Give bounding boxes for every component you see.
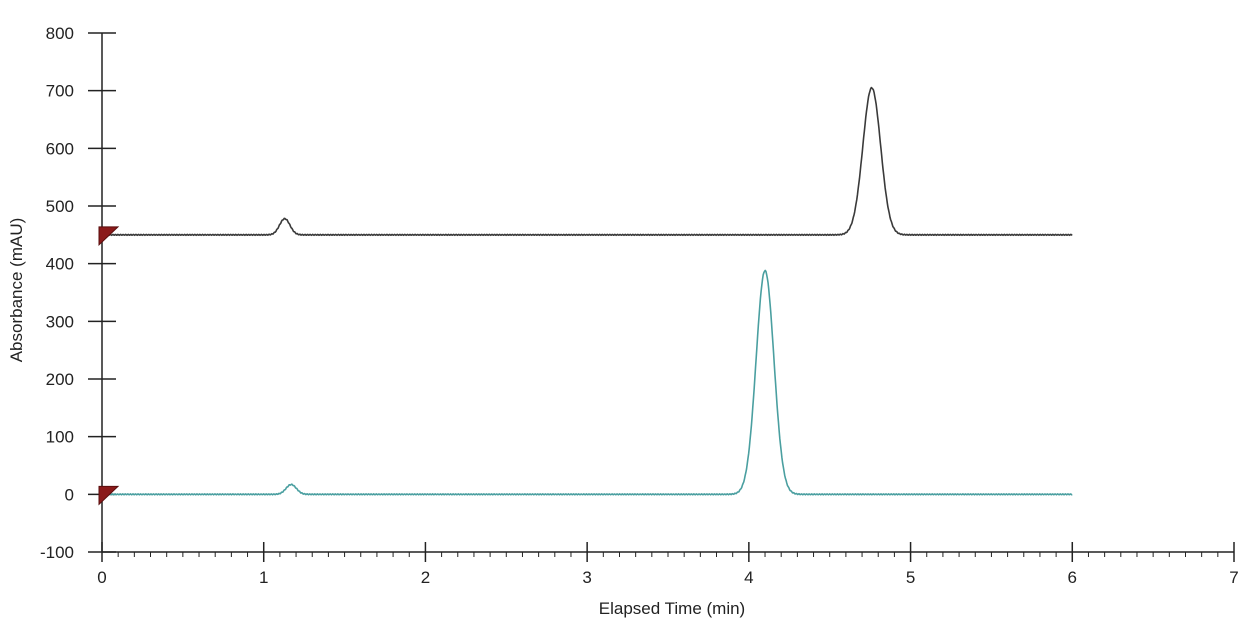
series-layer (101, 86, 1073, 496)
y-tick-label: 300 (46, 312, 74, 331)
y-tick-label: 800 (46, 24, 74, 43)
y-tick-label: 0 (65, 485, 74, 504)
x-tick-label: 7 (1229, 568, 1238, 587)
baseline-marker-1 (98, 226, 120, 246)
marker-layer (98, 226, 120, 506)
x-tick-label: 3 (582, 568, 591, 587)
y-tick-label: 100 (46, 428, 74, 447)
x-axis: 0 1 2 3 4 5 6 7 (97, 542, 1239, 587)
y-tick-label: 400 (46, 255, 74, 274)
x-tick-label: 0 (97, 568, 106, 587)
series-line-2 (101, 269, 1073, 496)
x-tick-label: 5 (906, 568, 915, 587)
x-tick-label: 1 (259, 568, 268, 587)
x-tick-label: 4 (744, 568, 753, 587)
y-tick-label: 700 (46, 82, 74, 101)
x-tick-label: 2 (421, 568, 430, 587)
x-tick-label: 6 (1068, 568, 1077, 587)
x-axis-label: Elapsed Time (min) (599, 599, 745, 618)
y-tick-label: 500 (46, 197, 74, 216)
y-axis: -100 0 100 200 300 400 500 600 700 800 (40, 24, 116, 562)
series-line-1 (101, 86, 1073, 237)
y-axis-label: Absorbance (mAU) (7, 218, 26, 363)
baseline-marker-2 (98, 485, 120, 506)
y-tick-label: 600 (46, 139, 74, 158)
y-tick-label: 200 (46, 370, 74, 389)
y-tick-label: -100 (40, 543, 74, 562)
